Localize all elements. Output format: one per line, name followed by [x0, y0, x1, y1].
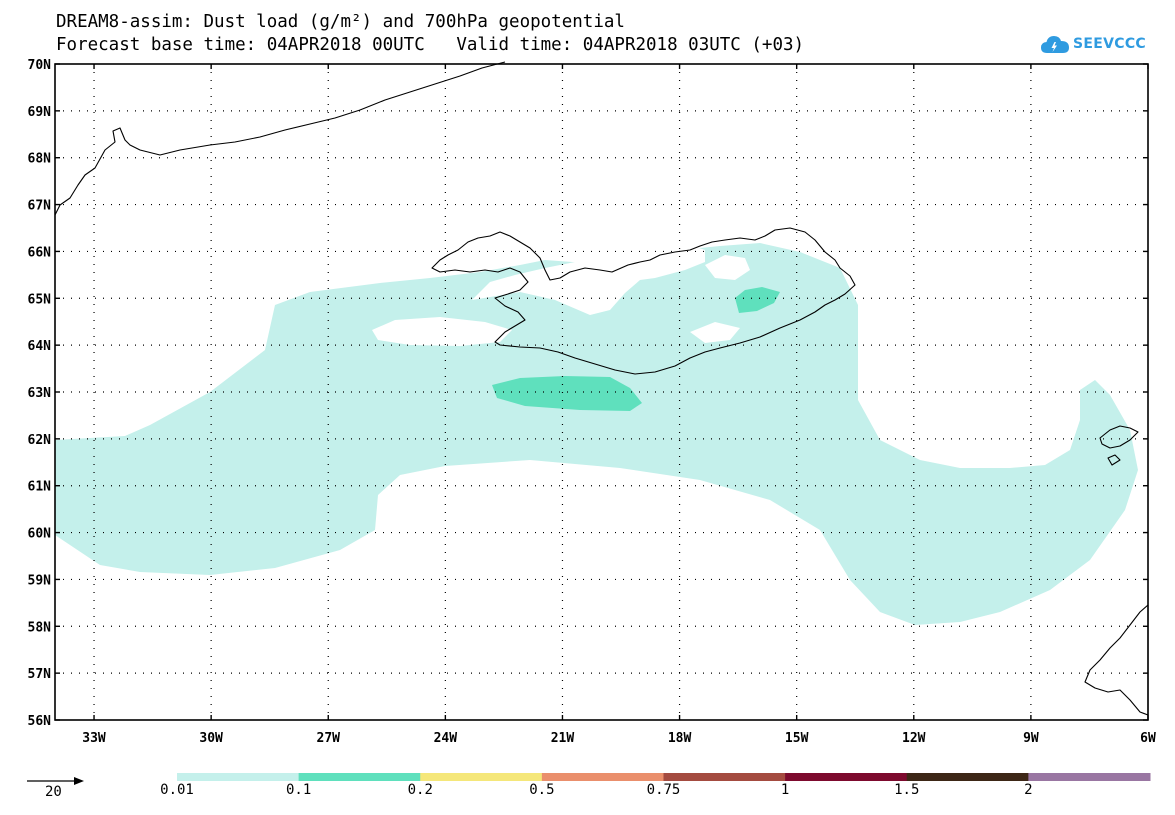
colorbar-label: 0.1: [285, 782, 312, 798]
colorbar-swatch: [298, 773, 421, 781]
colorbar-swatch: [541, 773, 664, 781]
greenland-coast: [54, 61, 506, 216]
lat-label: 56N: [28, 714, 52, 729]
lat-label: 64N: [28, 339, 52, 354]
seevccc-logo: SEEVCCC: [1040, 30, 1146, 58]
colorbar-swatch: [785, 773, 908, 781]
lat-label: 68N: [28, 152, 52, 167]
map-title: DREAM8-assim: Dust load (g/m²) and 700hP…: [56, 12, 625, 32]
colorbar-swatch: [906, 773, 1029, 781]
colorbar-label: 0.75: [646, 782, 681, 798]
dust-patch-0.1-south: [492, 376, 642, 411]
lat-lon-grid: [55, 64, 1148, 720]
dust-band-0.01: [55, 243, 1138, 625]
cloud-icon: [1041, 36, 1069, 53]
lat-label: 57N: [28, 667, 52, 682]
colorbar: [177, 773, 1151, 781]
lon-label: 6W: [1140, 731, 1156, 746]
lat-label: 60N: [28, 527, 52, 542]
wind-reference-value: 20: [45, 784, 62, 800]
dust-gap-south-iceland: [690, 322, 740, 343]
lat-label: 65N: [28, 292, 52, 307]
colorbar-label: 1: [780, 782, 790, 798]
lat-label: 62N: [28, 433, 52, 448]
colorbar-label: 0.2: [407, 782, 433, 798]
lon-label: 9W: [1023, 731, 1039, 746]
dust-gap-west: [372, 317, 512, 346]
lon-label: 15W: [785, 731, 809, 746]
axis-ticks: [55, 63, 1149, 721]
lat-label: 63N: [28, 386, 52, 401]
lon-label: 18W: [668, 731, 692, 746]
colorbar-swatch: [177, 773, 300, 781]
colorbar-swatch: [1028, 773, 1151, 781]
lat-label: 66N: [28, 245, 52, 260]
iceland-coast: [431, 227, 856, 375]
lat-label: 61N: [28, 480, 52, 495]
latitude-labels: 70N 69N 68N 67N 66N 65N 64N 63N 62N 61N 60N 59N 58N 5…: [28, 58, 52, 729]
map-subtitle: Forecast base time: 04APR2018 00UTC Vali…: [56, 35, 805, 55]
scotland-coast: [1084, 604, 1149, 716]
lat-label: 58N: [28, 620, 52, 635]
lon-label: 33W: [82, 731, 106, 746]
lon-label: 30W: [199, 731, 223, 746]
colorbar-label: 0.01: [160, 782, 194, 798]
wind-reference-arrow: [27, 777, 84, 785]
lat-label: 67N: [28, 199, 52, 214]
lon-label: 27W: [317, 731, 341, 746]
logo-text: SEEVCCC: [1073, 36, 1146, 52]
lon-label: 12W: [902, 731, 926, 746]
lat-label: 70N: [28, 58, 52, 73]
dust-gap-north-iceland: [472, 245, 705, 315]
colorbar-swatch: [663, 773, 786, 781]
colorbar-swatch: [420, 773, 543, 781]
dust-gap-east: [705, 255, 750, 280]
lat-label: 59N: [28, 573, 52, 588]
lat-label: 69N: [28, 105, 52, 120]
colorbar-label: 0.5: [529, 782, 555, 798]
colorbar-label: 2: [1024, 782, 1033, 798]
colorbar-label: 1.5: [894, 782, 920, 798]
longitude-labels: 33W 30W 27W 24W 21W 18W 15W 12W 9W 6W: [82, 731, 1156, 746]
faroe-coast: [1099, 425, 1139, 466]
lon-label: 24W: [434, 731, 458, 746]
lon-label: 21W: [551, 731, 575, 746]
dust-patch-0.1-iceland: [735, 287, 780, 313]
